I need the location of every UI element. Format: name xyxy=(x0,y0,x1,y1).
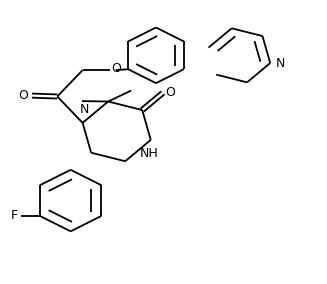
Text: O: O xyxy=(166,86,176,99)
Text: F: F xyxy=(11,210,18,222)
Text: N: N xyxy=(276,57,285,70)
Text: O: O xyxy=(111,62,121,75)
Text: N: N xyxy=(79,103,89,116)
Text: NH: NH xyxy=(140,147,159,160)
Text: O: O xyxy=(18,89,28,102)
